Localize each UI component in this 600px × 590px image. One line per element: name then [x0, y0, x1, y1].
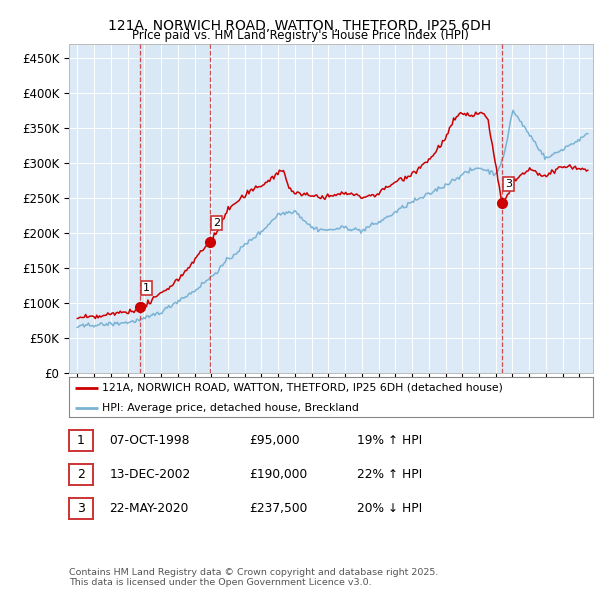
Text: 19% ↑ HPI: 19% ↑ HPI [357, 434, 422, 447]
Bar [140, 44, 211, 373]
Text: 07-OCT-1998: 07-OCT-1998 [109, 434, 190, 447]
Text: 20% ↓ HPI: 20% ↓ HPI [357, 502, 422, 515]
Text: Price paid vs. HM Land Registry's House Price Index (HPI): Price paid vs. HM Land Registry's House … [131, 30, 469, 42]
Text: Contains HM Land Registry data © Crown copyright and database right 2025.
This d: Contains HM Land Registry data © Crown c… [69, 568, 439, 587]
Text: £190,000: £190,000 [249, 468, 307, 481]
Text: 2: 2 [77, 468, 85, 481]
Text: 22-MAY-2020: 22-MAY-2020 [109, 502, 188, 515]
Text: HPI: Average price, detached house, Breckland: HPI: Average price, detached house, Brec… [102, 404, 359, 414]
Text: 3: 3 [77, 502, 85, 515]
Text: £237,500: £237,500 [249, 502, 307, 515]
Text: 1: 1 [77, 434, 85, 447]
Text: 2: 2 [213, 218, 220, 228]
Text: 121A, NORWICH ROAD, WATTON, THETFORD, IP25 6DH: 121A, NORWICH ROAD, WATTON, THETFORD, IP… [109, 19, 491, 34]
Text: £95,000: £95,000 [249, 434, 299, 447]
Text: 3: 3 [505, 179, 512, 189]
Text: 13-DEC-2002: 13-DEC-2002 [109, 468, 190, 481]
Text: 22% ↑ HPI: 22% ↑ HPI [357, 468, 422, 481]
Text: 121A, NORWICH ROAD, WATTON, THETFORD, IP25 6DH (detached house): 121A, NORWICH ROAD, WATTON, THETFORD, IP… [102, 383, 503, 393]
Text: 1: 1 [143, 283, 150, 293]
